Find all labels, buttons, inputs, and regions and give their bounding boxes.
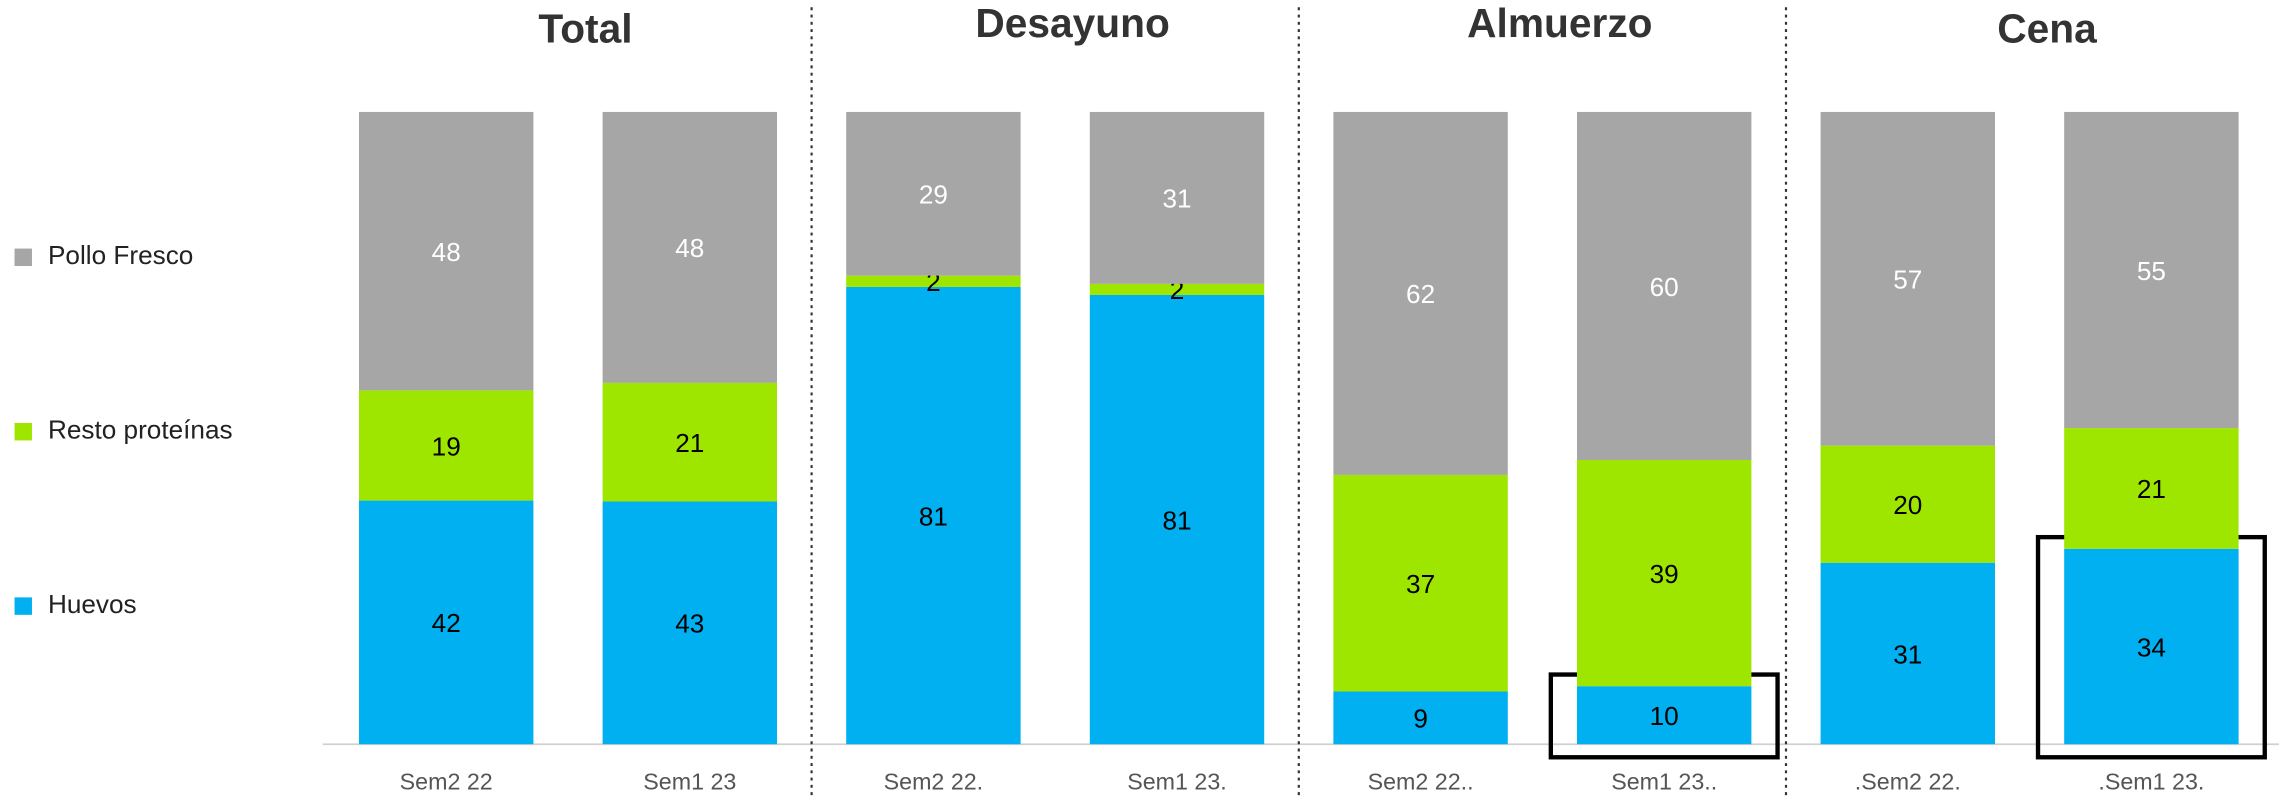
legend-label: Pollo Fresco — [48, 240, 193, 270]
data-label: 20 — [1893, 490, 1922, 520]
x-tick-label: Sem1 23 — [643, 769, 736, 795]
bar-segment — [1089, 294, 1265, 745]
bar-segment — [602, 501, 778, 745]
data-label: 29 — [919, 180, 948, 210]
data-label: 48 — [675, 233, 704, 263]
data-label: 31 — [1162, 184, 1191, 214]
data-label: 9 — [1413, 704, 1428, 734]
bar-segment — [359, 500, 534, 745]
bar-segment — [1089, 283, 1265, 295]
bar-segment — [1576, 459, 1752, 687]
data-label: 55 — [2137, 256, 2166, 286]
x-tick-label: Sem2 22.. — [1368, 769, 1474, 795]
legend-label: Huevos — [48, 589, 137, 619]
data-label: 42 — [432, 608, 461, 638]
data-label: 19 — [432, 431, 461, 461]
legend-swatch — [14, 248, 32, 267]
bar-segment — [1089, 111, 1265, 284]
legend-label: Resto proteínas — [48, 415, 233, 445]
bar-segment — [2064, 428, 2239, 549]
data-label: 37 — [1406, 569, 1435, 599]
bar-segment — [1820, 562, 1995, 745]
x-tick-label: .Sem2 22. — [1855, 769, 1961, 795]
data-label: 10 — [1650, 701, 1679, 731]
x-tick-label: Sem1 23. — [1127, 769, 1227, 795]
data-label: 57 — [1893, 265, 1922, 295]
data-label: 60 — [1650, 272, 1679, 302]
x-tick-label: Sem2 22 — [400, 769, 493, 795]
bar-segment — [846, 286, 1021, 745]
group-title: Almuerzo — [1467, 0, 1652, 46]
data-label: 62 — [1406, 279, 1435, 309]
group-title: Cena — [1997, 6, 2097, 52]
bar-segment — [359, 390, 534, 501]
data-label: 34 — [2137, 632, 2166, 662]
bar-segment — [846, 111, 1021, 276]
legend-swatch — [14, 422, 32, 441]
bar-segment — [1333, 111, 1508, 475]
group-title: Desayuno — [975, 0, 1169, 46]
data-label: 39 — [1650, 559, 1679, 589]
bar-segment — [1333, 474, 1508, 692]
bar-segment — [1333, 691, 1508, 745]
data-label: 43 — [675, 609, 704, 639]
x-tick-label: Sem1 23.. — [1611, 769, 1717, 795]
legend-swatch — [14, 597, 32, 615]
bar-segment — [2064, 548, 2239, 745]
data-label: 81 — [919, 501, 948, 531]
data-label: 81 — [1162, 505, 1191, 535]
group-title: Total — [538, 6, 632, 52]
bar-segment — [846, 275, 1021, 287]
data-label: 48 — [432, 237, 461, 267]
bar-segment — [1576, 111, 1752, 460]
x-tick-label: .Sem1 23. — [2098, 769, 2204, 795]
bar-segment — [1576, 686, 1752, 745]
bar-segment — [359, 111, 534, 391]
bar-segment — [1820, 445, 1995, 563]
bar-segment — [602, 111, 778, 383]
data-label: 31 — [1893, 639, 1922, 669]
bar-segment — [602, 382, 778, 502]
bar-segment — [1820, 111, 1995, 446]
data-label: 21 — [2137, 474, 2166, 504]
data-label: 21 — [675, 428, 704, 458]
bar-segment — [2064, 111, 2239, 429]
x-tick-label: Sem2 22. — [884, 769, 984, 795]
